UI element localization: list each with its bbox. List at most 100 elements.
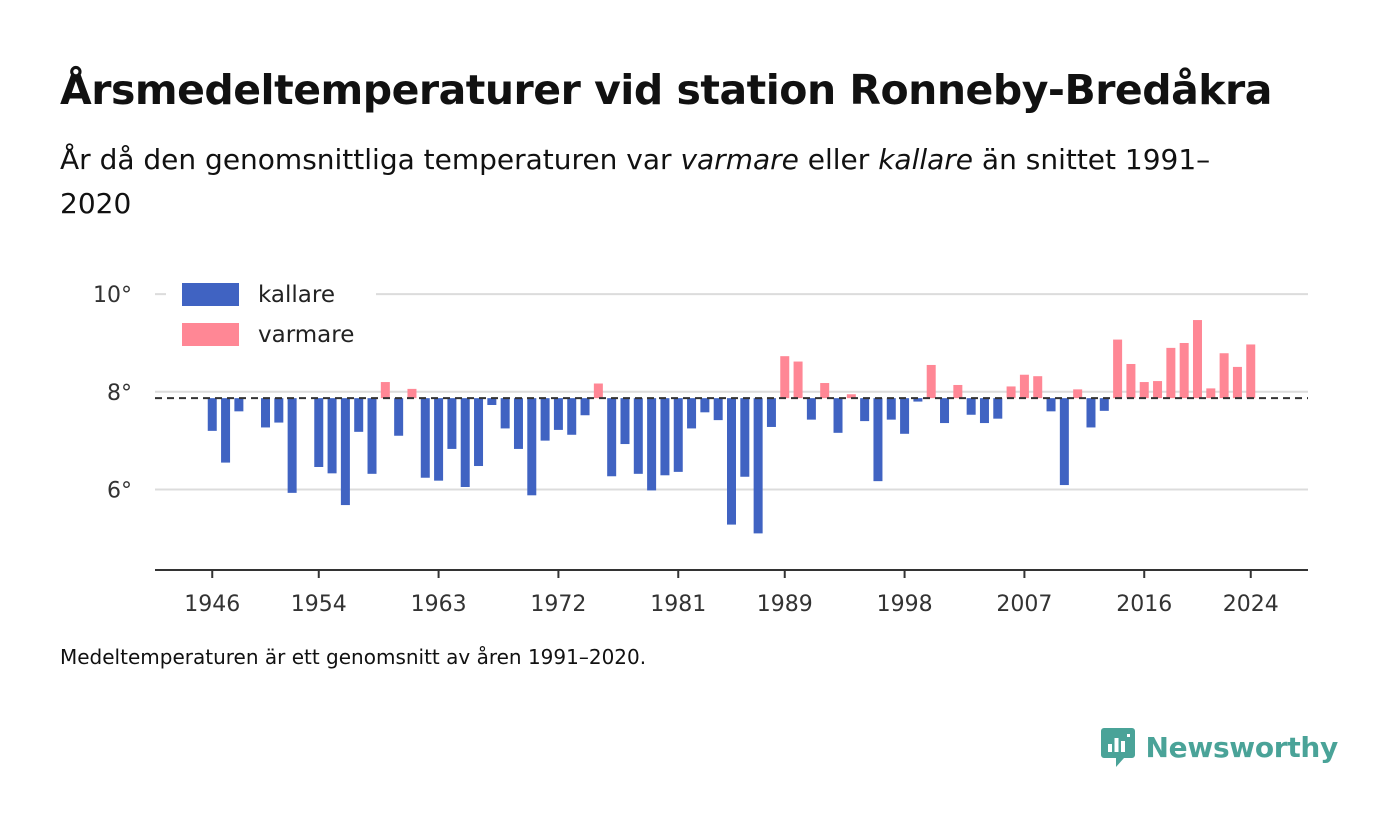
- bar: [1139, 382, 1149, 399]
- bar: [207, 398, 217, 431]
- x-tick-label: 1954: [291, 592, 347, 617]
- bar: [1206, 388, 1216, 399]
- bar: [753, 398, 763, 534]
- bar: [340, 398, 350, 506]
- bar: [766, 398, 776, 427]
- bar: [221, 398, 231, 463]
- bar: [660, 398, 670, 476]
- x-axis: 1946 1954 1963 1972 1981 1989 1998 2007 2016 2024: [155, 569, 1308, 617]
- bar: [380, 382, 390, 399]
- bar: [1033, 376, 1043, 399]
- bar: [860, 398, 870, 422]
- bar: [913, 398, 923, 402]
- brand-name: Newsworthy: [1145, 730, 1339, 764]
- bar: [833, 398, 843, 433]
- x-tick-label: 2007: [996, 592, 1052, 617]
- bar: [687, 398, 697, 429]
- bar: [261, 398, 271, 428]
- footnote: Medeltemperaturen är ett genomsnitt av å…: [60, 645, 647, 669]
- bar: [567, 398, 577, 435]
- bar: [394, 398, 404, 436]
- bar: [553, 398, 563, 430]
- chart-svg: 1946 1954 1963 1972 1981 1989 1998 2007 2016 2024…: [93, 274, 1308, 617]
- bar: [607, 398, 617, 477]
- bar: [1086, 398, 1096, 428]
- bar: [993, 398, 1003, 419]
- chart-subtitle: År då den genomsnittliga temperaturen va…: [60, 138, 1280, 226]
- x-tick-label: 1946: [184, 592, 240, 617]
- legend-swatch-colder: [182, 283, 239, 306]
- bar: [926, 364, 936, 399]
- newsworthy-logo: Newsworthy: [1100, 726, 1338, 768]
- bar: [1246, 344, 1256, 399]
- bar: [367, 398, 377, 474]
- legend-label-colder: kallare: [258, 282, 335, 308]
- bar: [1232, 366, 1242, 399]
- x-tick-label: 2016: [1116, 592, 1172, 617]
- bar: [513, 398, 523, 449]
- bar: [673, 398, 683, 472]
- bar: [234, 398, 244, 412]
- bar: [713, 398, 723, 421]
- bar: [1219, 353, 1229, 399]
- bar: [620, 398, 630, 445]
- x-tick-label: 1963: [411, 592, 467, 617]
- bar: [580, 398, 590, 416]
- bar: [1073, 389, 1083, 399]
- bar: [1019, 374, 1029, 399]
- bar: [953, 384, 963, 399]
- bar: [420, 398, 430, 478]
- temperature-chart: 1946 1954 1963 1972 1981 1989 1998 2007 2016 2024…: [0, 260, 1400, 630]
- y-tick-label: 10°: [93, 283, 132, 308]
- bar: [1153, 381, 1163, 399]
- bar: [806, 398, 816, 420]
- bar: [593, 383, 603, 399]
- subtitle-colder-word: kallare: [878, 143, 974, 176]
- bar: [1099, 398, 1109, 411]
- bar: [1113, 339, 1123, 399]
- bar: [846, 394, 856, 399]
- bar: [474, 398, 484, 467]
- bar: [1046, 398, 1056, 412]
- x-tick-label: 1989: [757, 592, 813, 617]
- bar: [1059, 398, 1069, 486]
- bar: [460, 398, 470, 488]
- bar: [447, 398, 457, 449]
- legend: kallare varmare: [166, 274, 376, 354]
- bar: [873, 398, 883, 482]
- bar: [274, 398, 284, 423]
- bar: [354, 398, 364, 432]
- subtitle-text-2: eller: [798, 143, 879, 176]
- x-tick-label: 1998: [877, 592, 933, 617]
- bar: [900, 398, 910, 434]
- bar: [633, 398, 643, 474]
- bar: [940, 398, 950, 424]
- bars: [207, 320, 1256, 534]
- bar: [1006, 386, 1016, 399]
- y-tick-label: 8°: [107, 381, 132, 406]
- bar: [407, 388, 417, 399]
- bar: [979, 398, 989, 424]
- chart-title: Årsmedeltemperaturer vid station Ronneby…: [60, 66, 1272, 114]
- bar: [727, 398, 736, 525]
- bar: [780, 356, 790, 399]
- x-tick-label: 1972: [530, 592, 586, 617]
- subtitle-warmer-word: varmare: [680, 143, 799, 176]
- bar: [527, 398, 537, 496]
- bar: [434, 398, 444, 481]
- bar: [540, 398, 550, 441]
- bar: [1179, 342, 1189, 399]
- y-axis-labels: 6° 8° 10°: [93, 283, 132, 503]
- bar: [966, 398, 976, 415]
- bar: [700, 398, 710, 413]
- subtitle-text-1: År då den genomsnittliga temperaturen va…: [60, 143, 681, 176]
- x-tick-label: 2024: [1223, 592, 1279, 617]
- legend-swatch-warmer: [182, 323, 239, 346]
- bar: [1126, 363, 1136, 399]
- bar: [500, 398, 510, 429]
- bar: [820, 383, 830, 399]
- bar: [886, 398, 896, 420]
- bar: [740, 398, 750, 477]
- y-tick-label: 6°: [107, 478, 132, 503]
- bar: [1166, 347, 1176, 399]
